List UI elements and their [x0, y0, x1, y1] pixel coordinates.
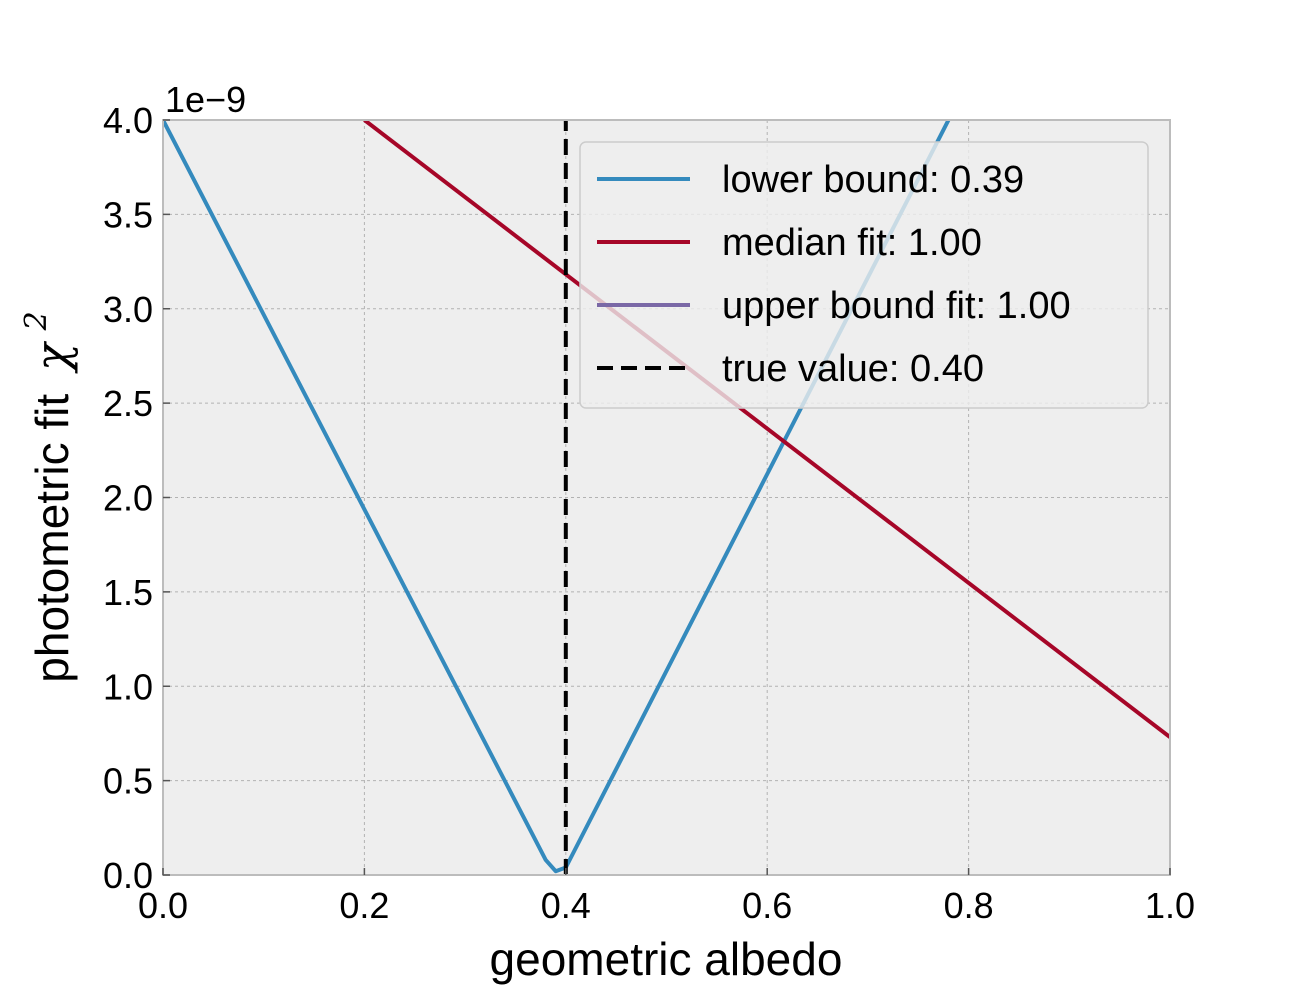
- x-axis: 0.0 0.2 0.4 0.6 0.8 1.0: [138, 868, 1195, 926]
- y-tick-label-0: 0.0: [103, 855, 153, 896]
- y-axis: 0.0 0.5 1.0 1.5 2.0 2.5 3.0 3.5 4.0: [103, 100, 170, 896]
- y-tick-label-4: 2.0: [103, 478, 153, 519]
- y-tick-label-2: 1.0: [103, 666, 153, 707]
- x-tick-label-3: 0.6: [742, 885, 792, 926]
- x-tick-label-5: 1.0: [1145, 885, 1195, 926]
- y-axis-label: photometric fit χ 2: [19, 311, 79, 682]
- series-layer: [163, 120, 1170, 875]
- y-offset-text: 1e−9: [165, 79, 246, 120]
- y-tick-label-8: 4.0: [103, 100, 153, 141]
- legend-box: [579, 141, 1149, 409]
- y-tick-label-1: 0.5: [103, 761, 153, 802]
- y-axis-label-superscript: 2: [19, 311, 54, 331]
- y-axis-label-symbol: χ: [25, 340, 79, 374]
- series-line-1: [363, 120, 1170, 739]
- y-axis-label-text: photometric fit: [26, 394, 78, 683]
- legend: lower bound: 0.39 median fit: 1.00 upper b…: [579, 141, 1149, 409]
- legend-label-0: lower bound: 0.39: [722, 159, 1024, 201]
- x-tick-label-4: 0.8: [944, 885, 994, 926]
- series-line-0: [163, 120, 951, 874]
- x-tick-label-0: 0.0: [138, 885, 188, 926]
- x-tick-label-1: 0.2: [339, 885, 389, 926]
- legend-label-2: upper bound fit: 1.00: [722, 285, 1071, 327]
- x-axis-label: geometric albedo: [490, 933, 843, 985]
- legend-label-3: true value: 0.40: [722, 348, 984, 390]
- legend-label-1: median fit: 1.00: [722, 222, 982, 264]
- y-tick-label-7: 3.5: [103, 194, 153, 235]
- x-tick-label-2: 0.4: [541, 885, 591, 926]
- y-tick-label-3: 1.5: [103, 572, 153, 613]
- y-tick-label-6: 3.0: [103, 289, 153, 330]
- y-tick-label-5: 2.5: [103, 383, 153, 424]
